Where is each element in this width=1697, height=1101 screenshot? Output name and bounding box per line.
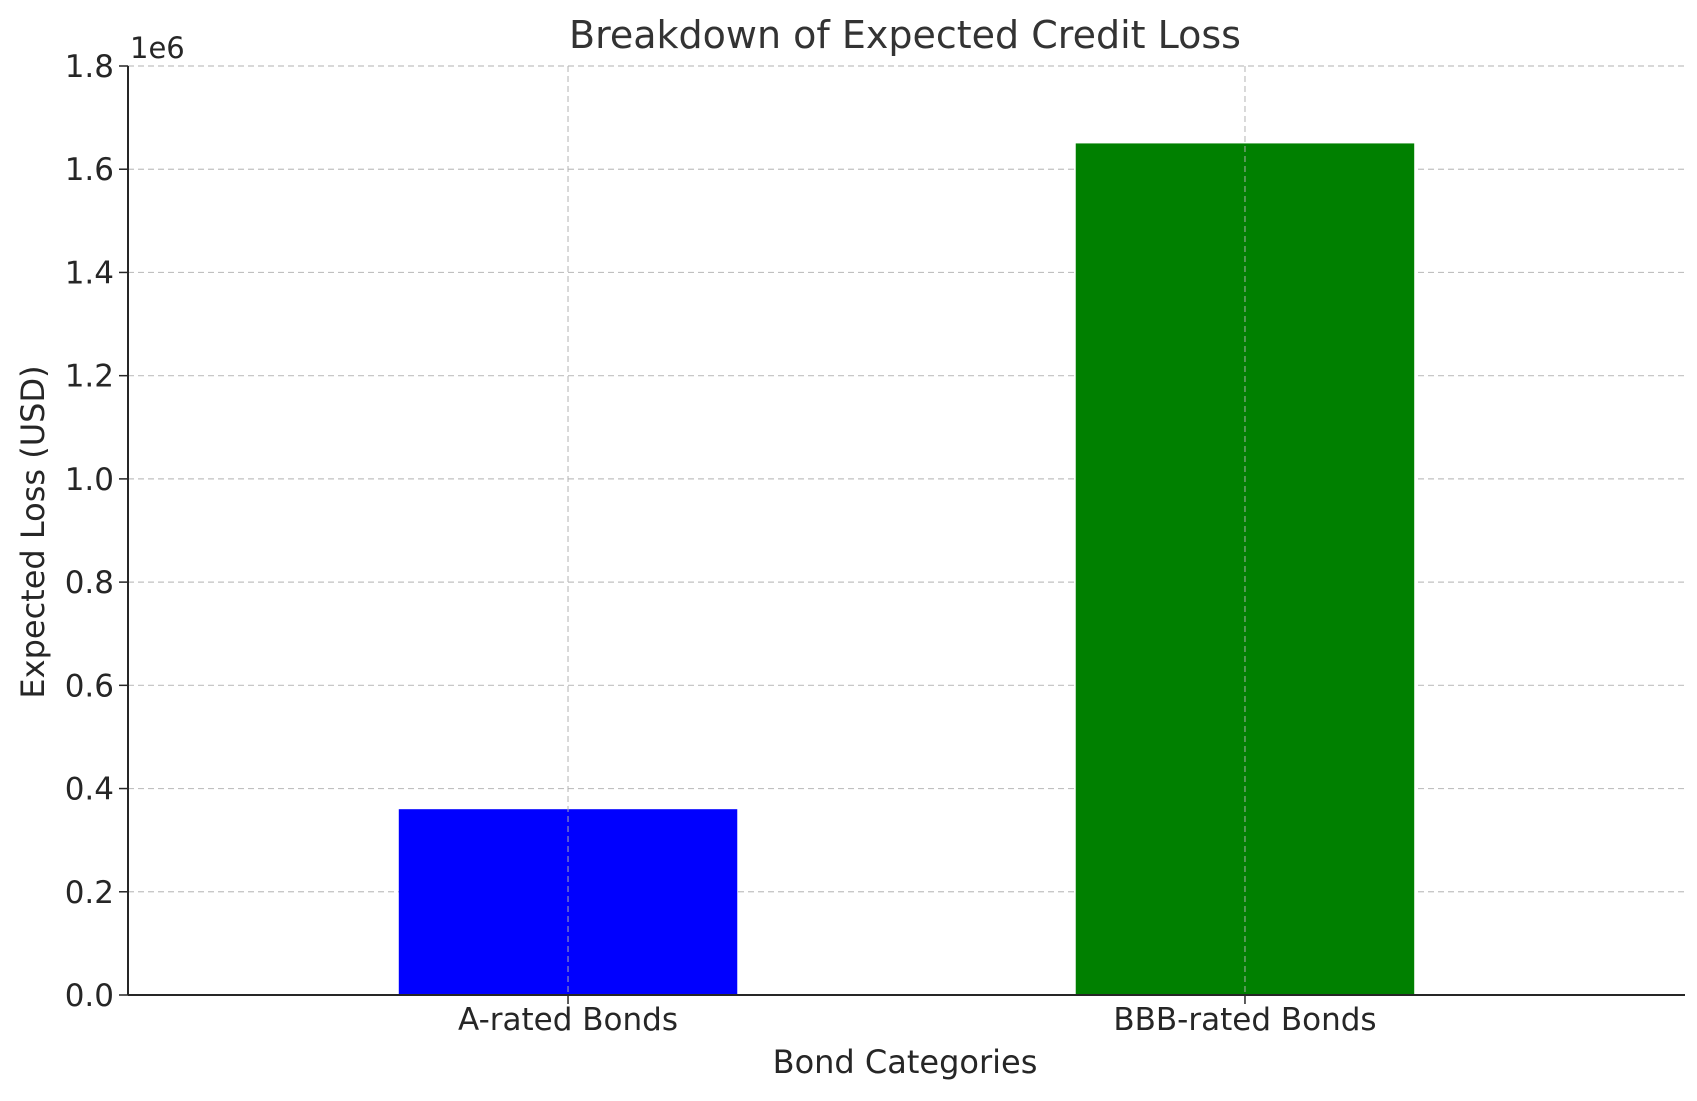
x-axis-ticks: A-rated Bonds BBB-rated Bonds: [458, 995, 1377, 1038]
x-tick-label: BBB-rated Bonds: [1113, 1002, 1376, 1038]
y-tick-label: 0.6: [65, 668, 114, 704]
y-tick-label: 1.2: [65, 359, 114, 395]
y-tick-label: 1.6: [65, 152, 114, 188]
y-axis-ticks: 0.0 0.2 0.4 0.6 0.8 1.0 1.2 1.4 1.6 1.8: [65, 49, 128, 1014]
axes: [127, 66, 1685, 996]
y-tick-label: 0.8: [65, 565, 114, 601]
y-tick-label: 1.0: [65, 462, 114, 498]
y-tick-label: 0.4: [65, 772, 114, 808]
y-tick-label: 0.2: [65, 875, 114, 911]
x-axis-label: Bond Categories: [773, 1043, 1038, 1081]
y-tick-label: 0.0: [65, 978, 114, 1014]
y-tick-label: 1.8: [65, 49, 114, 85]
y-axis-label: Expected Loss (USD): [14, 365, 52, 698]
chart-title: Breakdown of Expected Credit Loss: [569, 13, 1241, 57]
bars: [398, 143, 1415, 995]
y-tick-label: 1.4: [65, 255, 114, 291]
y-axis-offset-label: 1e6: [130, 31, 185, 65]
x-tick-label: A-rated Bonds: [458, 1002, 678, 1038]
vertical-grid-lines: [567, 66, 1246, 995]
grid-lines: [128, 65, 1685, 893]
